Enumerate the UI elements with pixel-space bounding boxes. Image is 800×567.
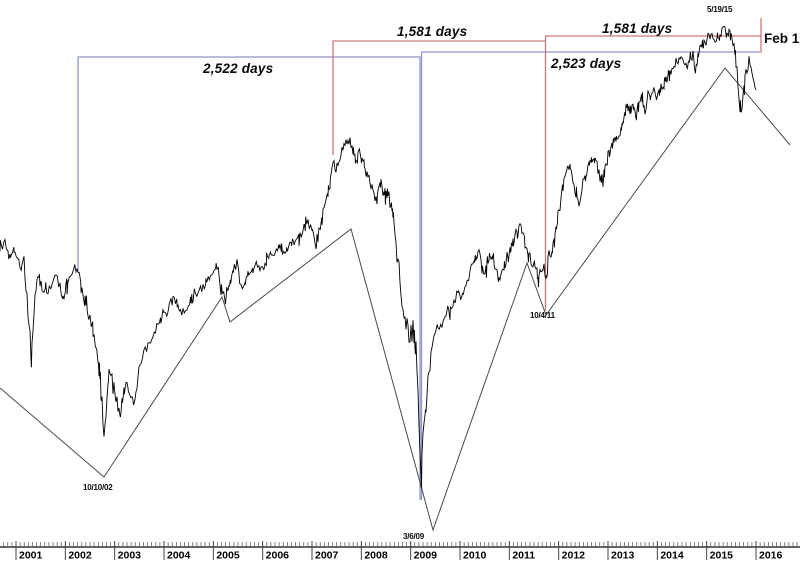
feb-1-label: Feb 1 <box>764 31 800 46</box>
x-tick-label: 2003 <box>118 550 142 562</box>
x-tick-label: 2009 <box>414 550 438 562</box>
trend-zigzag-line <box>0 67 791 532</box>
x-tick-label: 2013 <box>611 550 635 562</box>
x-tick-label: 2012 <box>562 550 586 562</box>
x-tick-label: 2010 <box>463 550 487 562</box>
red-span-1581-days-a <box>332 40 546 155</box>
date-label-2009-low: 3/6/09 <box>403 532 425 541</box>
x-tick-label: 2006 <box>266 550 290 562</box>
date-label-2015-high: 5/19/15 <box>707 5 733 14</box>
duration-label-2522-days: 2,522 days <box>203 61 274 76</box>
x-tick-label: 2016 <box>759 550 783 562</box>
x-tick-label: 2001 <box>19 550 43 562</box>
duration-label-1581-days-a: 1,581 days <box>397 24 468 39</box>
x-tick-label: 2004 <box>167 550 191 562</box>
duration-label-2523-days: 2,523 days <box>551 56 622 71</box>
date-label-2002-low: 10/10/02 <box>83 483 113 492</box>
x-tick-label: 2002 <box>68 550 92 562</box>
blue-span-2522-days <box>77 56 421 500</box>
duration-label-1581-days-b: 1,581 days <box>602 21 673 36</box>
blue-span-2523-days <box>420 51 760 500</box>
red-span-1581-days-b <box>544 35 761 311</box>
x-tick-label: 2011 <box>512 550 535 562</box>
x-tick-label: 2015 <box>710 550 734 562</box>
x-tick-label: 2014 <box>660 550 684 562</box>
date-label-2011-low: 10/4/11 <box>530 311 555 320</box>
price-line <box>0 25 757 489</box>
x-tick-label: 2008 <box>364 550 388 562</box>
x-tick-label: 2007 <box>315 550 339 562</box>
x-tick-label: 2005 <box>216 550 240 562</box>
